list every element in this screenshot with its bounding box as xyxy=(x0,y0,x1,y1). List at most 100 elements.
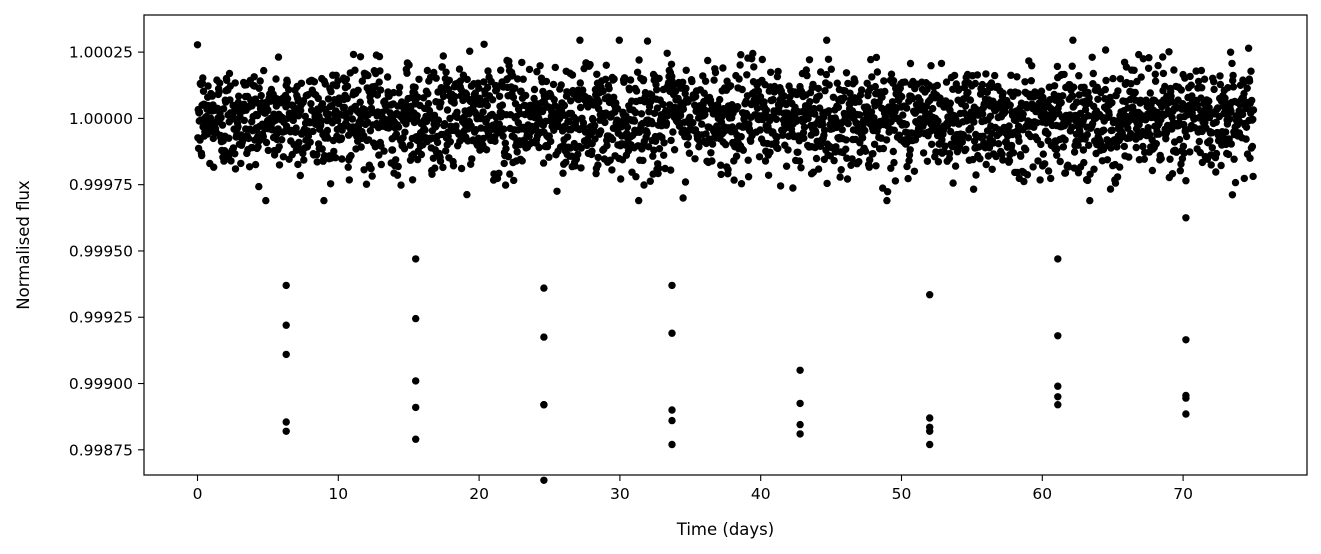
baseline-point xyxy=(754,87,763,95)
baseline-point xyxy=(1208,129,1216,137)
baseline-point xyxy=(1090,165,1098,173)
baseline-point xyxy=(589,116,597,124)
baseline-point xyxy=(1222,128,1230,136)
baseline-point xyxy=(889,77,898,85)
baseline-point xyxy=(639,156,647,165)
baseline-point xyxy=(225,134,233,142)
baseline-point xyxy=(345,176,353,184)
baseline-point xyxy=(584,103,592,111)
baseline-point xyxy=(455,65,464,73)
baseline-point xyxy=(480,40,488,48)
baseline-point xyxy=(1085,141,1093,149)
transit-point xyxy=(282,281,290,290)
baseline-point xyxy=(415,75,423,84)
x-axis-title: Time (days) xyxy=(676,520,774,539)
baseline-point xyxy=(1044,167,1053,175)
baseline-point xyxy=(1177,86,1186,94)
baseline-point xyxy=(557,81,565,89)
baseline-point xyxy=(488,96,497,104)
baseline-point xyxy=(938,136,946,144)
baseline-point xyxy=(1154,61,1162,70)
baseline-point xyxy=(456,77,465,85)
baseline-point xyxy=(653,86,661,94)
transit-point xyxy=(282,427,290,435)
baseline-point xyxy=(318,100,327,108)
baseline-point xyxy=(722,140,730,149)
baseline-point xyxy=(1206,137,1214,145)
baseline-point xyxy=(838,126,846,134)
baseline-point xyxy=(375,78,383,86)
baseline-point xyxy=(867,55,875,64)
baseline-point xyxy=(906,146,914,154)
baseline-point xyxy=(700,89,708,97)
baseline-point xyxy=(1168,125,1176,133)
baseline-point xyxy=(1200,75,1209,83)
baseline-point xyxy=(820,126,829,134)
baseline-point xyxy=(253,111,262,120)
baseline-point xyxy=(606,156,614,164)
baseline-point xyxy=(719,64,727,72)
baseline-point xyxy=(1249,106,1258,114)
baseline-point xyxy=(1228,191,1237,199)
baseline-point xyxy=(800,123,809,131)
baseline-point xyxy=(1228,59,1236,68)
baseline-point xyxy=(597,127,605,135)
x-tick-label: 70 xyxy=(1173,485,1193,503)
baseline-point xyxy=(1069,83,1078,91)
baseline-point xyxy=(389,88,398,97)
transit-point xyxy=(926,291,934,299)
baseline-point xyxy=(739,146,747,154)
baseline-point xyxy=(535,143,543,152)
baseline-point xyxy=(545,153,553,161)
baseline-point xyxy=(1178,155,1187,163)
baseline-point xyxy=(451,92,459,101)
baseline-point xyxy=(949,179,957,187)
baseline-point xyxy=(704,56,712,65)
baseline-point xyxy=(624,147,633,155)
baseline-point xyxy=(1216,80,1225,89)
baseline-point xyxy=(823,36,831,44)
baseline-point xyxy=(1005,157,1014,165)
baseline-point xyxy=(560,101,569,110)
baseline-point xyxy=(1217,161,1225,170)
transit-point xyxy=(282,418,290,426)
baseline-point xyxy=(229,144,238,152)
baseline-point xyxy=(1229,71,1237,80)
baseline-point xyxy=(1083,130,1092,139)
transit-point xyxy=(796,430,804,438)
baseline-point xyxy=(904,174,912,183)
baseline-point xyxy=(736,61,744,69)
baseline-point xyxy=(338,126,346,134)
baseline-point xyxy=(223,76,231,85)
baseline-point xyxy=(251,160,260,169)
baseline-point xyxy=(231,79,239,87)
baseline-point xyxy=(283,95,292,103)
baseline-point xyxy=(1036,176,1044,184)
baseline-point xyxy=(343,82,352,90)
baseline-point xyxy=(444,132,452,140)
transit-point xyxy=(668,406,676,414)
baseline-point xyxy=(899,111,907,119)
baseline-point xyxy=(708,157,716,165)
baseline-point xyxy=(761,157,770,165)
x-tick-label: 30 xyxy=(610,485,630,503)
baseline-point xyxy=(424,90,432,98)
baseline-point xyxy=(257,91,265,100)
baseline-point xyxy=(1244,44,1253,52)
baseline-point xyxy=(630,117,639,125)
transit-point xyxy=(1182,336,1190,344)
baseline-point xyxy=(1212,118,1220,127)
baseline-point xyxy=(1021,146,1030,154)
baseline-point xyxy=(683,141,692,149)
baseline-point xyxy=(805,56,814,64)
baseline-point xyxy=(226,96,234,104)
baseline-point xyxy=(617,175,625,183)
baseline-point xyxy=(285,86,293,94)
baseline-point xyxy=(254,142,262,151)
baseline-point xyxy=(356,53,365,61)
baseline-point xyxy=(563,133,572,141)
baseline-point xyxy=(1246,154,1254,162)
baseline-point xyxy=(1053,151,1061,159)
baseline-point xyxy=(1019,110,1027,118)
